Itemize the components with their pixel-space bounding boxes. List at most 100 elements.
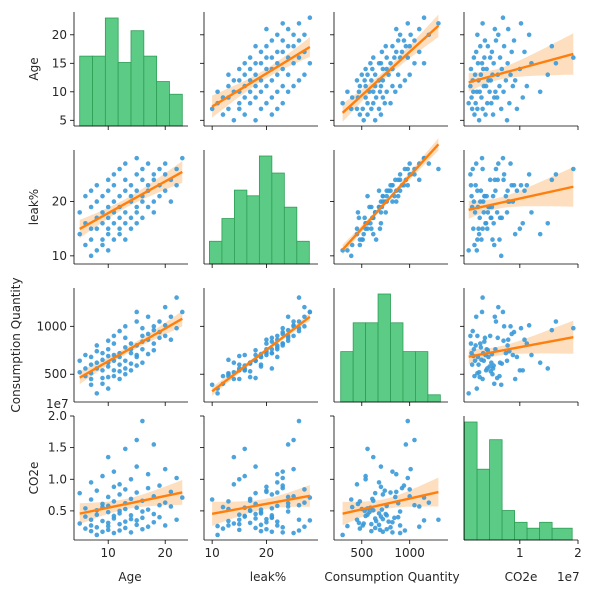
y-tick-label: 0.5 — [48, 504, 67, 518]
x-tick-label: 10 — [205, 546, 220, 560]
scatter-point — [503, 350, 509, 356]
scatter-point — [302, 487, 307, 492]
hist-bar — [169, 93, 183, 127]
scatter-point — [117, 482, 122, 487]
scatter-point — [264, 43, 269, 49]
scatter-point — [280, 100, 286, 106]
scatter-point — [372, 490, 378, 496]
scatter-point — [504, 358, 510, 364]
scatter-point — [367, 204, 372, 210]
scatter-point — [134, 490, 139, 495]
scatter-point — [402, 78, 408, 83]
scatter-point — [140, 177, 145, 183]
scatter-point — [280, 83, 286, 89]
regression-line — [341, 143, 440, 251]
scatter-point — [475, 32, 480, 38]
hist-bar — [221, 218, 235, 265]
scatter-point — [489, 49, 495, 55]
panel-age-vs-co2e — [460, 12, 579, 130]
scatter-point — [482, 55, 487, 60]
scatter-point — [83, 526, 88, 531]
scatter-point — [94, 226, 100, 232]
scatter-point — [151, 442, 157, 447]
scatter-point — [468, 83, 473, 89]
scatter-point — [88, 204, 94, 210]
scatter-point — [497, 373, 502, 379]
scatter-point — [357, 112, 363, 117]
scatter-point — [508, 72, 513, 77]
scatter-point — [302, 314, 307, 320]
scatter-point — [285, 314, 291, 320]
scatter-point — [285, 26, 291, 32]
scatter-point — [134, 155, 139, 161]
scatter-point — [473, 49, 479, 55]
scatter-point — [378, 220, 384, 226]
scatter-point — [390, 43, 395, 49]
scatter-point — [382, 100, 388, 106]
scatter-point — [388, 490, 393, 495]
scatter-point — [253, 61, 258, 66]
scatter-point — [482, 339, 487, 344]
scatter-point — [236, 476, 242, 482]
scatter-point — [475, 61, 481, 66]
scatter-point — [405, 166, 411, 172]
scatter-point — [484, 100, 490, 106]
scatter-point — [145, 331, 151, 337]
scatter-point — [405, 55, 411, 60]
scatter-point — [384, 526, 389, 532]
hist-bar — [143, 55, 158, 127]
scatter-point — [345, 89, 350, 95]
scatter-point — [549, 327, 555, 333]
hist-bar — [79, 55, 93, 127]
scatter-point — [111, 220, 117, 226]
scatter-point — [471, 89, 476, 95]
scatter-point — [501, 172, 507, 177]
scatter-point — [285, 501, 291, 506]
scatter-point — [357, 526, 363, 531]
scatter-point — [111, 199, 117, 204]
scatter-point — [140, 166, 145, 172]
scatter-point — [496, 161, 501, 166]
hist-bar — [551, 527, 573, 541]
scatter-point — [407, 161, 412, 166]
scatter-point — [236, 100, 242, 106]
scatter-point — [220, 504, 226, 510]
scatter-point — [264, 55, 269, 60]
scatter-point — [83, 242, 88, 248]
scatter-point — [377, 226, 383, 232]
scatter-point — [247, 520, 253, 526]
scatter-point — [296, 418, 302, 424]
scatter-point — [128, 516, 134, 522]
scatter-point — [479, 95, 484, 100]
scatter-point — [496, 304, 501, 310]
scatter-point — [361, 118, 366, 123]
scatter-point — [365, 446, 370, 452]
scatter-point — [258, 49, 264, 55]
scatter-point — [168, 314, 174, 320]
scatter-point — [128, 361, 134, 366]
scatter-point — [269, 350, 275, 356]
scatter-point — [476, 226, 481, 232]
scatter-point — [253, 118, 258, 123]
scatter-point — [473, 100, 478, 106]
scatter-point — [522, 49, 527, 55]
scatter-point — [117, 511, 122, 516]
scatter-point — [242, 112, 248, 117]
scatter-point — [291, 437, 296, 443]
scatter-point — [174, 166, 179, 172]
scatter-point — [380, 492, 386, 497]
scatter-point — [94, 182, 100, 188]
scatter-point — [100, 210, 105, 215]
scatter-point — [264, 100, 269, 106]
scatter-point — [151, 327, 157, 333]
scatter-point — [518, 182, 524, 188]
confidence-band — [468, 166, 574, 219]
scatter-point — [269, 112, 275, 117]
scatter-point — [162, 188, 168, 194]
scatter-point — [162, 500, 168, 505]
scatter-point — [553, 172, 559, 177]
scatter-point — [111, 237, 117, 242]
scatter-point — [474, 386, 480, 391]
hist-bar — [514, 521, 528, 541]
scatter-point — [421, 518, 427, 523]
